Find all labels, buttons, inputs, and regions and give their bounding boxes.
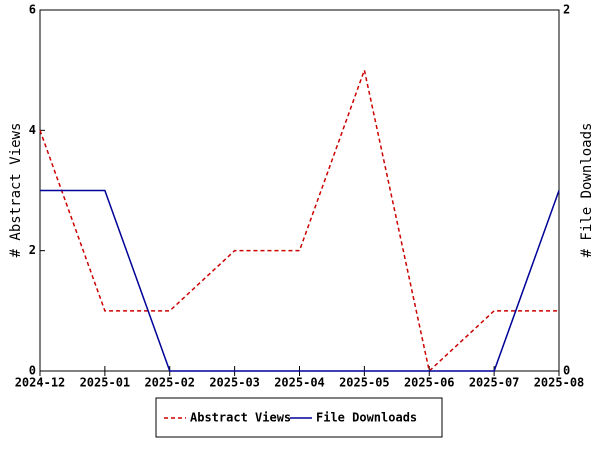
x-tick-label: 2025-06 — [404, 376, 455, 390]
x-tick-label: 2025-07 — [469, 376, 520, 390]
y2-tick-label: 2 — [563, 3, 570, 17]
legend-label: File Downloads — [316, 411, 417, 425]
x-tick-label: 2025-01 — [80, 376, 131, 390]
y2-tick-label: 0 — [563, 364, 570, 378]
x-tick-label: 2025-04 — [274, 376, 325, 390]
x-tick-label: 2025-02 — [144, 376, 195, 390]
x-tick-label: 2025-08 — [534, 376, 585, 390]
x-tick-label: 2025-03 — [209, 376, 260, 390]
y-tick-label: 4 — [29, 123, 36, 137]
y-axis-label: # Abstract Views — [8, 123, 24, 258]
plot-frame — [39, 9, 560, 372]
legend-label: Abstract Views — [190, 411, 291, 425]
y2-axis-label: # File Downloads — [579, 123, 595, 258]
x-tick-label: 2025-05 — [339, 376, 390, 390]
series-line — [39, 67, 559, 373]
x-tick-label: 2024-12 — [15, 376, 66, 390]
series-line — [40, 189, 560, 372]
y-tick-label: 2 — [29, 243, 36, 257]
y-tick-label: 0 — [29, 364, 36, 378]
y-tick-label: 6 — [29, 3, 36, 17]
